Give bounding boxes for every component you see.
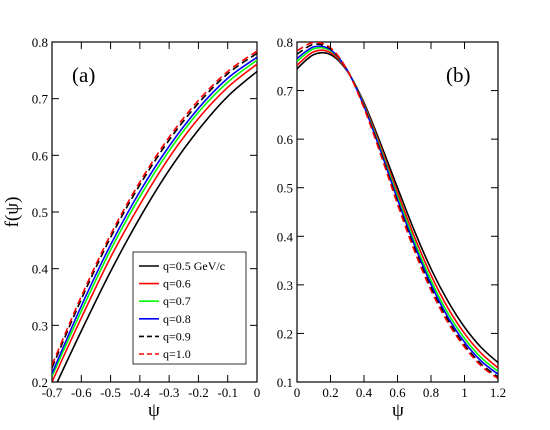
panel-a-x-tick-label: -0.3 <box>159 385 180 400</box>
panel-b-y-tick-label: 0.8 <box>277 35 293 50</box>
legend-label-2: q=0.6 <box>163 277 191 291</box>
panel-b-series-line-4 <box>297 45 498 375</box>
y-axis-label: f(ψ) <box>2 197 23 228</box>
panel-b-x-tick-label: 0.8 <box>423 385 439 400</box>
panel-a-y-tick-label: 0.4 <box>32 262 49 277</box>
panel-a-y-tick-label: 0.7 <box>32 92 49 107</box>
panel-b-series-line-2 <box>297 49 498 369</box>
legend-label-4: q=0.8 <box>163 312 191 326</box>
panel-a-series-line-3 <box>52 59 257 377</box>
panel-b-x-tick-label: 0 <box>294 385 301 400</box>
panel-b-x-tick-label: 0.6 <box>389 385 406 400</box>
panel-a-series-line-6 <box>52 50 257 366</box>
panel-a-x-tick-label: -0.1 <box>217 385 238 400</box>
panel-a-y-tick-label: 0.6 <box>32 148 49 163</box>
panel-b-series-line-5 <box>297 43 498 378</box>
panel-a-x-tick-label: -0.4 <box>130 385 151 400</box>
panel-b-x-axis-label: ψ <box>392 400 404 421</box>
panel-a-y-tick-label: 0.8 <box>32 35 48 50</box>
panel-b-y-tick-label: 0.5 <box>277 181 293 196</box>
panel-b-y-tick-label: 0.2 <box>277 326 293 341</box>
panel-b-x-tick-label: 0.2 <box>322 385 338 400</box>
panel-b-ticks: 0 0.2 0.4 0.6 0.8 1 1.2 0.1 0.2 0.3 0.4 0.5 0.6 0.7 0.… <box>277 35 506 400</box>
panel-b-x-tick-label: 1.2 <box>490 385 506 400</box>
panel-a-series-line-2 <box>52 63 257 382</box>
panel-a-x-tick-label: -0.6 <box>71 385 92 400</box>
panel-a-y-tick-label: 0.5 <box>32 205 48 220</box>
panel-a-y-tick-label: 0.2 <box>32 375 48 390</box>
panel-a-x-tick-label: 0 <box>254 385 261 400</box>
panel-b-y-tick-label: 0.7 <box>277 84 294 99</box>
legend-label-5: q=0.9 <box>163 329 191 343</box>
legend-label-1: q=0.5 GeV/c <box>163 259 225 273</box>
legend-box <box>132 251 247 365</box>
legend-label-3: q=0.7 <box>163 294 191 308</box>
legend: q=0.5 GeV/c q=0.6 q=0.7 q=0.8 q=0.9 q=1.0 <box>132 251 247 365</box>
panel-b-y-tick-label: 0.3 <box>277 278 293 293</box>
panel-a-ticks: -0.7 -0.6 -0.5 -0.4 -0.3 -0.2 -0.1 0 0.2 0.3 0.4 0.… <box>32 35 261 400</box>
panel-a-y-tick-label: 0.3 <box>32 318 48 333</box>
panel-b-plot-area <box>297 42 498 380</box>
panel-b-series-line-3 <box>297 46 498 372</box>
panel-a-x-tick-label: -0.2 <box>188 385 209 400</box>
panel-b-y-tick-label: 0.6 <box>277 132 294 147</box>
panel-a-x-tick-label: -0.7 <box>42 385 63 400</box>
panel-b-x-tick-label: 1 <box>461 385 468 400</box>
panel-a-series-line-4 <box>52 56 257 374</box>
panel-a-x-tick-label: -0.5 <box>100 385 121 400</box>
panel-b-x-tick-label: 0.4 <box>356 385 373 400</box>
panel-b-y-tick-label: 0.1 <box>277 375 293 390</box>
panel-a-x-axis-label: ψ <box>148 400 160 421</box>
panel-b-label: (b) <box>446 63 471 87</box>
panel-a-series-line-5 <box>52 52 257 369</box>
panel-a: -0.7 -0.6 -0.5 -0.4 -0.3 -0.2 -0.1 0 0.2 0.3 0.4 0.… <box>2 35 260 421</box>
panel-b-series-line-6 <box>297 42 498 380</box>
panel-b-y-tick-label: 0.4 <box>277 229 294 244</box>
panel-b-series-line-1 <box>297 51 498 364</box>
panel-a-series-line-1 <box>56 70 257 382</box>
panel-a-plot-area <box>52 50 257 382</box>
panel-b: 0 0.2 0.4 0.6 0.8 1 1.2 0.1 0.2 0.3 0.4 0.5 0.6 0.7 0.… <box>277 35 506 421</box>
panel-a-label: (a) <box>72 63 95 87</box>
legend-label-6: q=1.0 <box>163 347 191 361</box>
